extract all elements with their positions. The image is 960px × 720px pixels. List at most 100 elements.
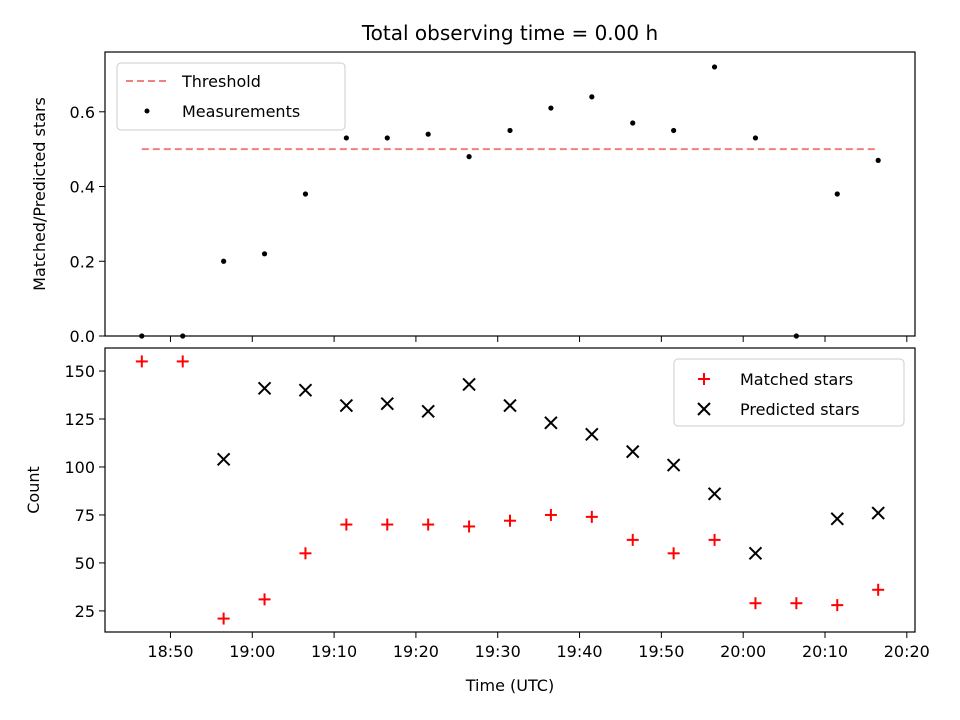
measurement-point (507, 127, 513, 134)
predicted-star-point (462, 377, 476, 392)
matched-star-point (626, 533, 639, 546)
measurement-point (466, 154, 472, 160)
matched-star-point (667, 547, 680, 560)
bottom-y-tick-label: 125 (64, 410, 95, 429)
matched-star-point (708, 533, 721, 546)
matched-star-point (585, 510, 598, 523)
matched-star-point (299, 547, 312, 560)
x-tick-label: 20:10 (802, 642, 848, 661)
measurement-point (343, 135, 349, 141)
bottom-y-axis-label: Count (24, 466, 43, 514)
predicted-star-point (626, 444, 640, 459)
x-axis-label: Time (UTC) (465, 676, 554, 695)
measurement-point (384, 135, 390, 141)
bottom-x-ticks: 18:50 19:00 19:10 19:20 19:30 19:40 19:50 20:00… (147, 632, 930, 661)
top-y-tick-label: 0.6 (70, 103, 95, 122)
matched-star-point (381, 518, 394, 531)
legend-matched-swatch (698, 373, 710, 385)
measurement-point (302, 191, 309, 197)
matched-star-point (422, 518, 435, 531)
x-tick-label: 19:50 (638, 642, 684, 661)
measurement-points (139, 64, 881, 339)
matched-star-point (544, 508, 557, 521)
top-y-tick-label: 0.2 (70, 252, 95, 271)
matched-star-point (463, 520, 476, 533)
matched-star-point (872, 583, 885, 596)
predicted-star-point (748, 546, 763, 561)
top-y-axis-label: Matched/Predicted stars (30, 97, 49, 291)
predicted-star-point (216, 452, 231, 467)
predicted-star-point (503, 398, 517, 413)
x-tick-label: 18:50 (147, 642, 193, 661)
matched-star-point (258, 593, 271, 606)
measurement-point (589, 94, 595, 100)
measurement-point (793, 333, 799, 339)
bottom-y-tick-label: 50 (75, 554, 95, 573)
measurement-point (425, 131, 431, 137)
bottom-axes-frame (104, 347, 916, 633)
top-y-ticks: 0.0 0.2 0.4 0.6 (70, 103, 105, 346)
x-tick-label: 19:10 (311, 642, 357, 661)
matched-star-point (504, 514, 516, 527)
matched-star-point (176, 355, 189, 368)
x-tick-label: 19:40 (556, 642, 602, 661)
top-y-tick-label: 0.4 (70, 178, 95, 197)
bottom-legend-box (673, 358, 905, 427)
top-legend-box (116, 62, 346, 131)
measurement-point (834, 191, 840, 197)
predicted-star-point (421, 404, 435, 419)
legend-predicted-swatch (697, 402, 711, 416)
x-tick-label: 19:30 (475, 642, 521, 661)
x-tick-label: 20:20 (884, 642, 930, 661)
measurement-point (711, 64, 718, 70)
legend-measurements-label: Measurements (182, 102, 300, 121)
bottom-y-ticks: 25 50 75 100 125 150 (64, 362, 105, 621)
top-x-ticks (169, 336, 908, 342)
measurement-point (671, 127, 677, 134)
matched-star-point (340, 518, 353, 531)
bottom-y-tick-label: 150 (64, 362, 95, 381)
matched-star-point (749, 597, 762, 610)
predicted-star-point (707, 487, 722, 501)
top-axes-frame (104, 51, 916, 337)
measurement-point (630, 120, 636, 126)
matched-star-point (831, 599, 844, 612)
matched-star-point (790, 597, 803, 610)
bottom-panel: 25 50 75 100 125 150 18:50 19:00 19:10 19:20 19:3… (24, 347, 930, 695)
predicted-star-point (666, 458, 681, 472)
legend-matched-label: Matched stars (740, 370, 853, 389)
measurement-point (752, 135, 759, 141)
measurement-point (875, 157, 881, 163)
predicted-star-point (257, 381, 272, 396)
measurement-point (548, 105, 554, 111)
predicted-star-point (585, 427, 599, 442)
predicted-star-point (544, 416, 558, 430)
top-panel: 0.0 0.2 0.4 0.6 Matched/Predicted stars Thr… (30, 51, 916, 346)
top-legend: Threshold Measurements (116, 62, 346, 131)
x-tick-label: 20:00 (720, 642, 766, 661)
predicted-star-point (830, 512, 844, 526)
predicted-star-point (298, 383, 313, 397)
predicted-star-point (339, 398, 354, 413)
matched-stars-points (135, 355, 885, 625)
bottom-y-tick-label: 25 (75, 602, 95, 621)
bottom-y-tick-label: 75 (75, 506, 95, 525)
measurement-point (180, 333, 186, 339)
measurement-point (139, 333, 145, 339)
measurement-point (221, 258, 227, 264)
chart-title: Total observing time = 0.00 h (361, 21, 658, 45)
x-tick-label: 19:00 (229, 642, 275, 661)
legend-measurements-swatch (144, 108, 150, 114)
legend-threshold-label: Threshold (181, 72, 261, 91)
predicted-stars-points (216, 377, 885, 561)
top-y-tick-label: 0.0 (70, 327, 95, 346)
predicted-star-point (380, 396, 394, 411)
bottom-y-tick-label: 100 (64, 458, 95, 477)
matched-star-point (217, 612, 230, 625)
measurement-point (261, 251, 268, 257)
bottom-legend: Matched stars Predicted stars (673, 358, 905, 427)
matched-star-point (135, 355, 148, 368)
legend-predicted-label: Predicted stars (740, 400, 860, 419)
predicted-star-point (871, 506, 885, 520)
